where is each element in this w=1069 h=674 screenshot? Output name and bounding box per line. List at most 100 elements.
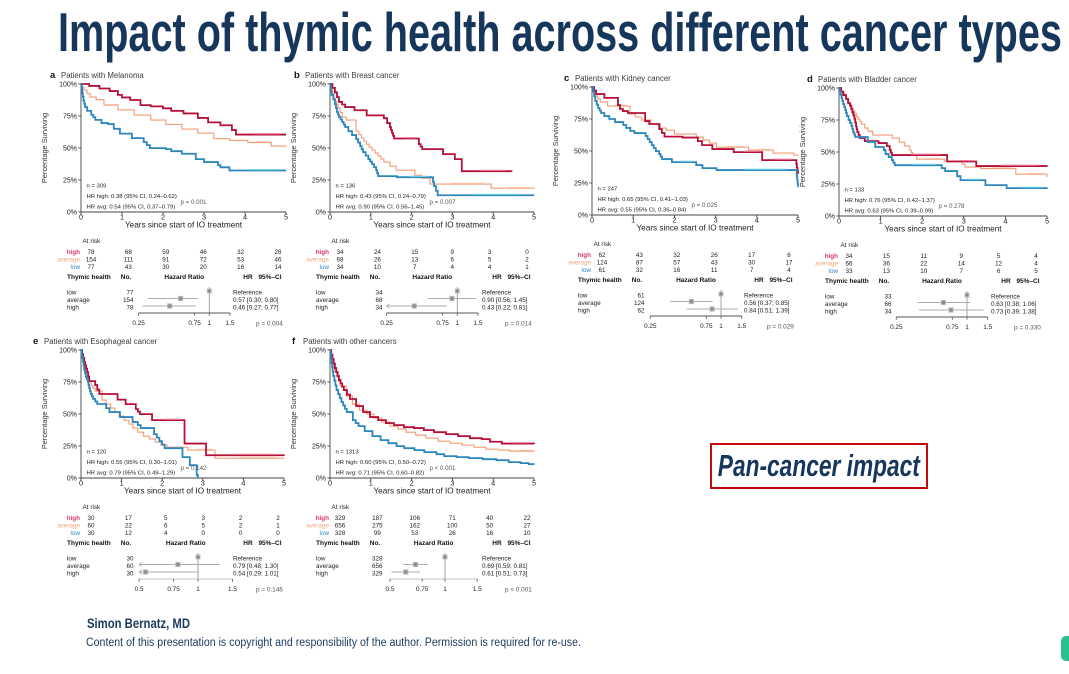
svg-text:0.90 [0.56; 1.45]: 0.90 [0.56; 1.45]: [482, 297, 528, 304]
svg-text:0: 0: [837, 216, 841, 225]
svg-text:No.: No.: [879, 278, 890, 285]
svg-text:1.5: 1.5: [473, 586, 482, 593]
svg-text:0.75: 0.75: [946, 324, 959, 331]
svg-text:50: 50: [486, 523, 494, 530]
svg-text:0.57 [0.30; 0.80]: 0.57 [0.30; 0.80]: [233, 297, 279, 304]
svg-text:Hazard Ratio: Hazard Ratio: [164, 274, 204, 281]
svg-text:329: 329: [372, 571, 383, 578]
svg-text:95%–CI: 95%–CI: [507, 274, 530, 281]
svg-text:72: 72: [200, 257, 208, 264]
svg-text:100%: 100%: [308, 347, 326, 354]
svg-text:1: 1: [456, 320, 460, 327]
svg-text:HR high: 0.43 (95% CI, 0.24–0.: HR high: 0.43 (95% CI, 0.24–0.79): [336, 194, 426, 200]
svg-text:3: 3: [450, 212, 454, 221]
svg-text:95%–CI: 95%–CI: [1016, 278, 1039, 285]
svg-text:43: 43: [125, 264, 133, 271]
svg-text:46: 46: [200, 249, 208, 256]
svg-text:HR: HR: [1001, 278, 1011, 285]
svg-text:1: 1: [120, 478, 124, 487]
svg-text:77: 77: [126, 290, 134, 297]
svg-text:75%: 75%: [312, 379, 326, 386]
svg-text:1.5: 1.5: [983, 324, 992, 331]
svg-text:low: low: [71, 530, 81, 537]
svg-text:50%: 50%: [63, 411, 77, 418]
svg-text:34: 34: [375, 290, 383, 297]
svg-text:10: 10: [920, 268, 928, 275]
svg-text:At risk: At risk: [841, 242, 860, 249]
svg-text:a: a: [50, 70, 56, 81]
svg-text:No.: No.: [370, 274, 381, 281]
svg-text:17: 17: [785, 260, 793, 267]
svg-text:14: 14: [274, 264, 282, 271]
svg-text:27: 27: [523, 523, 531, 530]
svg-text:0.25: 0.25: [380, 320, 393, 327]
svg-text:Reference: Reference: [744, 293, 774, 300]
svg-text:1.5: 1.5: [228, 586, 237, 593]
svg-text:p < 0.001: p < 0.001: [430, 465, 457, 472]
svg-text:HR avg: 0.55 (95% CI, 0.36–0.8: HR avg: 0.55 (95% CI, 0.36–0.84): [598, 208, 687, 214]
svg-text:30: 30: [126, 556, 134, 563]
svg-text:33: 33: [884, 294, 892, 301]
svg-text:average: average: [815, 261, 838, 268]
svg-text:Thymic health: Thymic health: [316, 274, 360, 281]
svg-text:34: 34: [336, 249, 344, 256]
svg-text:1: 1: [276, 523, 280, 530]
svg-text:53: 53: [411, 530, 419, 537]
svg-text:Percentage Surviving: Percentage Surviving: [40, 379, 49, 449]
svg-text:Reference: Reference: [233, 290, 263, 297]
svg-text:Years since start of IO treatm: Years since start of IO treatment: [124, 487, 242, 496]
svg-text:50%: 50%: [312, 411, 326, 418]
svg-text:71: 71: [449, 515, 457, 522]
svg-text:low: low: [316, 290, 326, 297]
svg-text:HR high: 0.76 (95% CI, 0.42–1.: HR high: 0.76 (95% CI, 0.42–1.37): [845, 198, 935, 204]
svg-text:low: low: [582, 267, 592, 274]
svg-text:68: 68: [375, 297, 383, 304]
svg-text:average: average: [825, 301, 848, 308]
svg-text:HR high: 0.60 (95% CI, 0.50–0.: HR high: 0.60 (95% CI, 0.50–0.72): [336, 460, 426, 466]
svg-text:0.75: 0.75: [436, 320, 449, 327]
svg-text:50%: 50%: [574, 148, 588, 155]
svg-text:30: 30: [162, 264, 170, 271]
svg-text:n = 133: n = 133: [845, 188, 866, 194]
svg-text:4: 4: [1003, 216, 1007, 225]
svg-text:low: low: [320, 530, 330, 537]
svg-text:50%: 50%: [821, 149, 835, 156]
svg-text:77: 77: [87, 264, 95, 271]
svg-text:0.69 [0.59; 0.81]: 0.69 [0.59; 0.81]: [482, 563, 528, 570]
svg-text:high: high: [316, 571, 328, 578]
svg-text:0.54 [0.29; 1.01]: 0.54 [0.29; 1.01]: [233, 571, 279, 578]
svg-text:4: 4: [755, 215, 759, 224]
svg-text:2: 2: [410, 212, 414, 221]
svg-text:1: 1: [208, 320, 212, 327]
svg-text:0.75: 0.75: [700, 323, 713, 330]
svg-text:low: low: [578, 293, 588, 300]
svg-text:100%: 100%: [817, 85, 835, 92]
svg-text:high: high: [578, 308, 590, 315]
svg-text:34: 34: [845, 253, 853, 260]
svg-text:HR: HR: [243, 274, 253, 281]
svg-text:HR: HR: [492, 274, 502, 281]
svg-text:low: low: [67, 290, 77, 297]
svg-text:99: 99: [374, 530, 382, 537]
svg-text:17: 17: [748, 252, 756, 259]
svg-text:20: 20: [200, 264, 208, 271]
svg-text:0.5: 0.5: [386, 586, 395, 593]
svg-text:0%: 0%: [67, 475, 77, 482]
svg-text:HR high: 0.65 (95% CI, 0.41–1.: HR high: 0.65 (95% CI, 0.41–1.03): [598, 197, 688, 203]
svg-text:high: high: [825, 253, 838, 260]
svg-text:10: 10: [523, 530, 531, 537]
svg-text:n = 1313: n = 1313: [336, 450, 360, 456]
svg-text:34: 34: [884, 309, 892, 316]
svg-text:30: 30: [126, 571, 134, 578]
svg-text:HR: HR: [754, 277, 764, 284]
svg-text:Hazard Ratio: Hazard Ratio: [676, 277, 716, 284]
svg-text:0%: 0%: [316, 475, 326, 482]
svg-text:Years since start of IO treatm: Years since start of IO treatment: [884, 225, 1002, 234]
svg-text:61: 61: [598, 267, 606, 274]
svg-text:60: 60: [126, 563, 134, 570]
svg-text:average: average: [568, 260, 591, 267]
svg-text:78: 78: [126, 305, 134, 312]
svg-text:high: high: [578, 252, 591, 259]
svg-text:Patients with Bladder cancer: Patients with Bladder cancer: [818, 75, 917, 84]
svg-text:At risk: At risk: [83, 238, 102, 245]
